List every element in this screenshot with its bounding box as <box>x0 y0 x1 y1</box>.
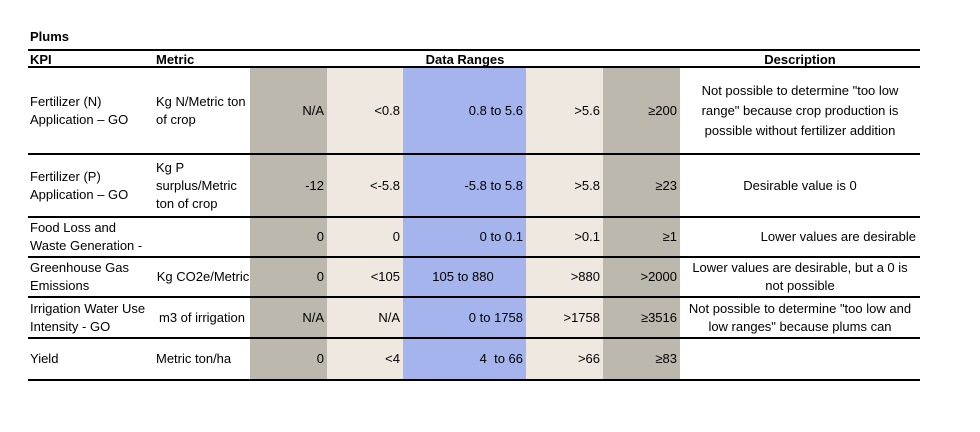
table-row: Food Loss and Waste Generation - 0 0 0 t… <box>28 218 920 258</box>
header-description: Description <box>764 52 836 67</box>
range-cell-1: 0 <box>250 339 327 379</box>
metric-cell: Kg CO2e/Metric <box>156 269 250 284</box>
header-kpi: KPI <box>30 52 52 67</box>
range-cell-2: <0.8 <box>327 68 403 153</box>
range-cell-1: -12 <box>250 155 327 216</box>
description-cell: Lower values are desirable <box>760 229 916 244</box>
range-cell-3: 105 to 880 <box>403 258 526 296</box>
range-cell-5: ≥83 <box>603 339 680 379</box>
description-cell: Lower values are desirable, but a 0 is n… <box>692 260 908 293</box>
range-cell-2: <105 <box>327 258 403 296</box>
kpi-cell: Fertilizer (N) Application – GO <box>30 93 129 127</box>
table-row: Yield Metric ton/ha 0 <4 4 to 66 >66 ≥83 <box>28 339 920 381</box>
metric-cell: Kg P surplus/Metric ton of crop <box>156 159 237 211</box>
range-cell-4: >0.1 <box>526 218 603 256</box>
description-cell <box>680 339 920 379</box>
range-cell-4: >1758 <box>526 298 603 337</box>
table-row: Fertilizer (P) Application – GO Kg P sur… <box>28 155 920 218</box>
metric-cell <box>154 218 250 256</box>
range-cell-1: 0 <box>250 258 327 296</box>
kpi-cell: Greenhouse Gas Emissions <box>30 260 130 293</box>
range-cell-2: <4 <box>327 339 403 379</box>
description-cell: Not possible to determine "too low range… <box>701 82 899 138</box>
kpi-cell: Fertilizer (P) Application – GO <box>30 168 129 202</box>
range-cell-2: 0 <box>327 218 403 256</box>
table-header: KPI Metric Data Ranges Description <box>28 49 920 68</box>
kpi-cell: Food Loss and Waste Generation - <box>30 220 143 253</box>
metric-cell: m3 of irrigation <box>159 309 245 325</box>
range-cell-5: ≥3516 <box>603 298 680 337</box>
range-cell-5: ≥23 <box>603 155 680 216</box>
description-cell: Desirable value is 0 <box>743 177 857 193</box>
range-cell-3: -5.8 to 5.8 <box>403 155 526 216</box>
description-cell: Not possible to determine "too low and l… <box>688 301 912 334</box>
range-cell-1: N/A <box>250 298 327 337</box>
range-cell-4: >880 <box>526 258 603 296</box>
table-row: Greenhouse Gas Emissions Kg CO2e/Metric … <box>28 258 920 298</box>
table-row: Irrigation Water Use Intensity - GO m3 o… <box>28 298 920 339</box>
range-cell-4: >5.6 <box>526 68 603 153</box>
range-cell-1: 0 <box>250 218 327 256</box>
range-cell-5: ≥1 <box>603 218 680 256</box>
table-title: Plums <box>30 29 70 44</box>
range-cell-3: 0 to 0.1 <box>403 218 526 256</box>
table-row: Fertilizer (N) Application – GO Kg N/Met… <box>28 68 920 155</box>
range-cell-3: 0.8 to 5.6 <box>403 68 526 153</box>
range-cell-3: 4 to 66 <box>403 339 526 379</box>
range-cell-5: >2000 <box>603 258 680 296</box>
header-metric: Metric <box>156 52 195 67</box>
range-cell-4: >5.8 <box>526 155 603 216</box>
range-cell-3: 0 to 1758 <box>403 298 526 337</box>
metric-cell: Kg N/Metric ton of crop <box>156 93 246 127</box>
range-cell-2: N/A <box>327 298 403 337</box>
kpi-cell: Yield <box>30 351 59 366</box>
range-cell-5: ≥200 <box>603 68 680 153</box>
range-cell-2: <-5.8 <box>327 155 403 216</box>
header-data-ranges: Data Ranges <box>425 52 505 67</box>
range-cell-1: N/A <box>250 68 327 153</box>
kpi-cell: Irrigation Water Use Intensity - GO <box>30 300 146 334</box>
range-cell-4: >66 <box>526 339 603 379</box>
metric-cell: Metric ton/ha <box>156 351 232 366</box>
